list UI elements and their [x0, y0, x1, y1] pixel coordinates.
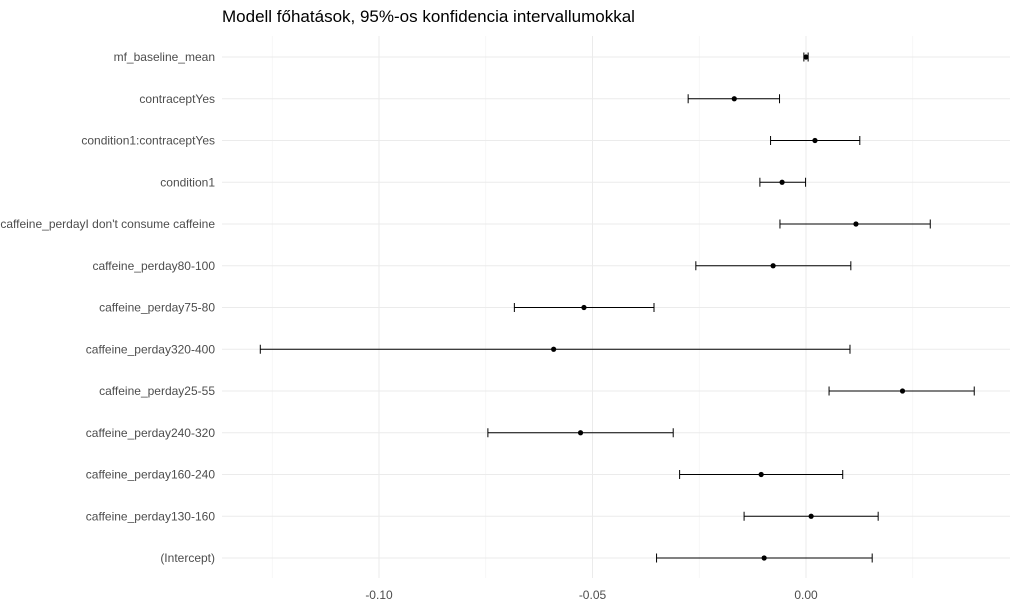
estimate-point — [853, 221, 859, 227]
estimate-point — [803, 54, 809, 60]
estimate-points — [551, 54, 906, 561]
estimate-point — [551, 346, 557, 352]
y-tick-label: caffeine_perday25-55 — [99, 384, 215, 398]
estimate-point — [808, 513, 814, 519]
estimate-point — [899, 388, 906, 394]
y-tick-label: caffeine_perdayI don't consume caffeine — [0, 217, 215, 231]
estimate-point — [581, 304, 587, 311]
y-tick-label: caffeine_perday130-160 — [86, 509, 216, 523]
y-tick-label: contraceptYes — [139, 92, 215, 106]
estimate-point — [731, 96, 737, 102]
y-axis-labels: mf_baseline_mean contraceptYes condition1:… — [0, 50, 215, 565]
estimate-point — [779, 179, 785, 185]
y-tick-label: caffeine_perday160-240 — [86, 468, 216, 482]
y-tick-label: condition1:contraceptYes — [81, 134, 215, 148]
x-tick-label: 0.00 — [794, 588, 818, 602]
estimate-point — [758, 471, 764, 478]
y-tick-label: caffeine_perday80-100 — [92, 259, 215, 273]
estimate-point — [770, 263, 776, 269]
y-tick-label: caffeine_perday320-400 — [86, 342, 216, 356]
y-tick-label: (Intercept) — [160, 551, 215, 565]
estimate-point — [812, 137, 818, 144]
estimate-point — [761, 555, 767, 561]
estimate-point — [577, 430, 584, 436]
y-tick-label: condition1 — [160, 175, 215, 189]
x-tick-label: -0.05 — [579, 588, 607, 602]
x-tick-label: -0.10 — [365, 588, 393, 602]
y-tick-label: caffeine_perday240-320 — [86, 426, 216, 440]
chart-title: Modell főhatások, 95%-os konfidencia int… — [222, 7, 635, 26]
y-tick-label: mf_baseline_mean — [114, 50, 215, 64]
x-axis-ticks: -0.10 -0.05 0.00 — [365, 588, 818, 602]
y-tick-label: caffeine_perday75-80 — [99, 301, 215, 315]
